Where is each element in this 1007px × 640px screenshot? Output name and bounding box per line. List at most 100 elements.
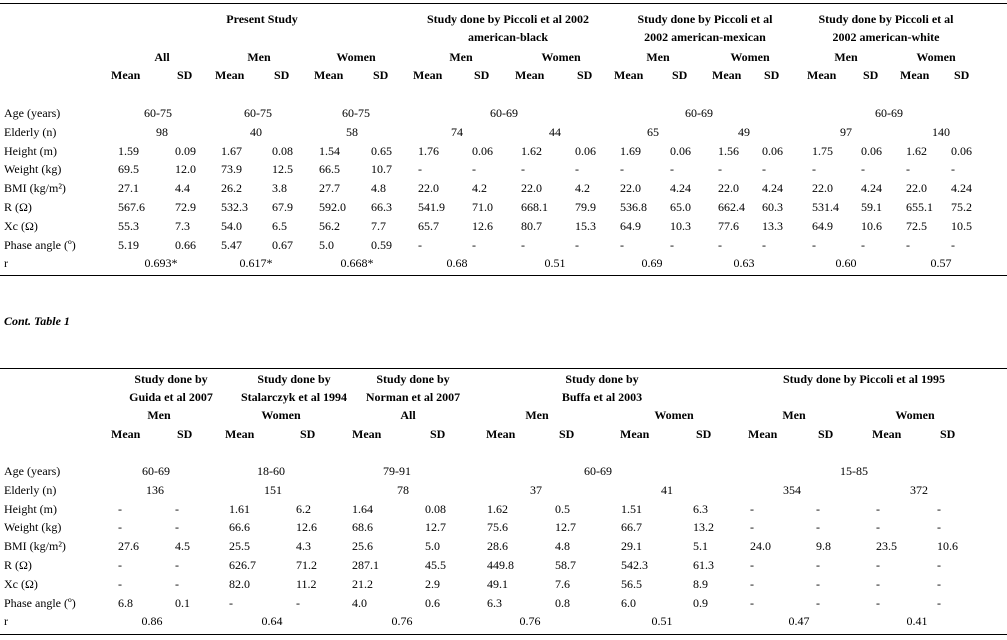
table-cell: - [670,237,674,252]
stat-header: Mean [111,427,141,441]
stat-header: SD [764,68,780,82]
table-cell: - [937,576,941,591]
row-label: Height (m) [4,143,57,158]
table-cell: - [816,520,820,535]
table-cell: - [937,520,941,535]
table-cell: 0.617* [239,256,273,271]
row-label: BMI (kg/m²) [4,181,66,196]
row-label: Phase angle (º) [4,237,76,252]
table-cell: - [118,576,122,591]
subgroup-header: Men [834,50,858,64]
table-cell: 6.0 [621,595,636,610]
table-cell: 74 [451,124,463,139]
table-cell: - [951,162,955,177]
table-cell: 12.5 [272,162,293,177]
table-cell: 56.2 [319,218,340,233]
stat-header: Mean [486,427,516,441]
table-cell: 24.0 [750,539,771,554]
subgroup-header: Men [646,50,670,64]
table-cell: 67.9 [272,200,293,214]
table-cell: 54.0 [221,218,242,233]
table-cell: 4.24 [951,181,972,196]
table-cell: 0.76 [391,614,413,629]
table-cell: 1.51 [621,501,642,516]
table-cell: - [575,162,579,177]
table-cell: - [175,501,179,516]
table-cell: 60-69 [490,106,518,120]
table-cell: 0.76 [519,614,541,629]
stat-header: Mean [314,68,344,82]
table-cell: - [906,162,910,177]
table-cell: 66.3 [371,200,392,214]
top-rule [0,3,1007,4]
stat-header: Mean [111,68,141,82]
table-cell: 77.6 [718,218,739,233]
table-cell: 151 [264,482,282,497]
table-cell: 9.8 [816,539,831,554]
group-header: Study done by Piccoli et al 2002 [426,12,589,26]
table-cell: 72.9 [175,200,196,214]
table-cell: 7.3 [175,218,190,233]
table-cell: 10.3 [670,218,691,233]
table-cell: 64.9 [620,218,641,233]
table-cell: - [472,237,476,252]
table-cell: 1.67 [221,143,242,158]
stat-header: Mean [215,68,245,82]
table-cell: 58.7 [555,558,576,572]
table-cell: 10.6 [937,539,958,554]
table-cell: 1.61 [229,501,250,516]
subgroup-header: Men [147,408,171,422]
table-cell: 0.08 [272,143,293,158]
table-cell: 662.4 [718,200,745,214]
table-cell: 15-85 [840,464,868,478]
stat-header: Mean [748,427,778,441]
table-cell: - [296,595,300,610]
table-cell: 78 [397,482,409,497]
table-cell: 0.06 [861,143,882,158]
table-cell: 25.5 [229,539,250,554]
table-cell: 0.69 [641,256,663,271]
table-cell: - [229,595,233,610]
stat-header: SD [300,427,316,441]
group-header: Study done by [376,372,450,386]
table-cell: 6.5 [272,218,287,233]
subgroup-header: Men [782,408,806,422]
table-cell: 1.69 [620,143,641,158]
stat-header: SD [474,68,490,82]
table-cell: 60-69 [685,106,713,120]
table-cell: 0.668* [340,256,374,271]
table-cell: 4.2 [472,181,487,196]
table-cell: 49.1 [487,576,508,591]
table-cell: 22.0 [620,181,641,196]
table-cell: - [762,162,766,177]
table-cell: 22.0 [906,181,927,196]
stat-header: Mean [620,427,650,441]
table-cell: 65 [647,124,659,139]
table-cell: 6.3 [487,595,502,610]
stat-header: Mean [515,68,545,82]
table-cell: 1.75 [812,143,833,158]
stat-header: SD [954,68,970,82]
table-cell: - [521,162,525,177]
row-label: Elderly (n) [4,124,57,139]
table-cell: 40 [250,124,262,139]
table-cell: 0.9 [693,595,708,610]
table-cell: 1.64 [352,501,373,516]
table-cell: 0.60 [835,256,857,271]
table-cell: 11.2 [296,576,317,591]
row-label: Age (years) [4,106,61,120]
subgroup-header: Women [730,50,770,64]
table-cell: 0.06 [670,143,691,158]
stat-header: Mean [712,68,742,82]
top-rule [0,368,1007,369]
table-cell: - [118,520,122,535]
table-cell: 27.6 [118,539,139,554]
table-cell: - [937,501,941,516]
table-cell: - [762,237,766,252]
table-cell: 71.0 [472,200,493,214]
table-cell: 7.7 [371,218,386,233]
table-cell: 60-75 [342,106,370,120]
table-cell: 4.2 [575,181,590,196]
table-cell: 69.5 [118,162,139,177]
table-cell: 0.8 [555,595,570,610]
